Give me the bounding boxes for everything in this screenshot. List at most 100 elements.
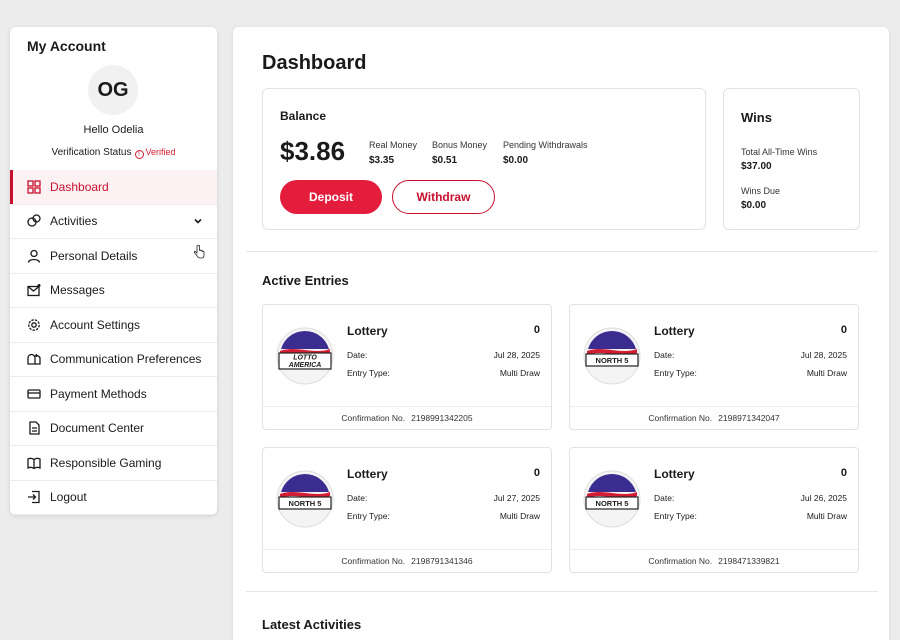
entry-date-row: Date: Jul 27, 2025 — [347, 493, 540, 503]
entry-type-row: Entry Type: Multi Draw — [654, 368, 847, 378]
bonus-money-label: Bonus Money — [432, 140, 488, 150]
mail-icon — [27, 283, 41, 297]
active-entries-title: Active Entries — [262, 273, 349, 288]
entry-date: Jul 26, 2025 — [800, 493, 847, 503]
sidebar-item-document-center[interactable]: Document Center — [10, 412, 217, 446]
pending-withdrawals-label: Pending Withdrawals — [503, 140, 588, 150]
sidebar-item-label: Account Settings — [50, 317, 141, 332]
real-money: Real Money $3.35 — [369, 140, 417, 166]
entry-confirmation: Confirmation No. 2198471339821 — [570, 549, 858, 572]
sidebar-item-payment-methods[interactable]: Payment Methods — [10, 377, 217, 412]
entry-type: Multi Draw — [499, 368, 540, 378]
confirmation-number: 2198791341346 — [411, 556, 473, 566]
balance-card: Balance $3.86 Real Money $3.35 Bonus Mon… — [262, 88, 706, 230]
entry-title: Lottery — [347, 467, 388, 481]
avatar: OG — [88, 65, 138, 115]
confirmation-label: Confirmation No. — [648, 556, 713, 566]
deposit-button[interactable]: Deposit — [280, 180, 382, 214]
balance-label: Balance — [280, 109, 327, 123]
entry-type: Multi Draw — [806, 368, 847, 378]
entry-type-label: Entry Type: — [347, 511, 390, 521]
divider — [246, 591, 878, 592]
north-5-logo: NORTH 5 — [583, 470, 641, 528]
sidebar-item-dashboard[interactable]: Dashboard — [10, 170, 217, 205]
logo-line1: NORTH 5 — [596, 499, 629, 508]
entry-count: 0 — [840, 467, 847, 479]
document-icon — [27, 421, 41, 435]
sidebar-item-logout[interactable]: Logout — [10, 481, 217, 515]
entry-card[interactable]: LOTTO AMERICA Lottery 0 Date: Jul 28, 20… — [262, 304, 552, 430]
confirmation-number: 2198971342047 — [718, 413, 780, 423]
sidebar-item-activities[interactable]: Activities — [10, 205, 217, 239]
balance-amount: $3.86 — [280, 136, 346, 166]
entry-type-label: Entry Type: — [654, 511, 697, 521]
sidebar-item-label: Logout — [50, 490, 87, 505]
sidebar-item-label: Messages — [50, 283, 105, 298]
entry-date-label: Date: — [347, 350, 368, 360]
entry-count: 0 — [533, 467, 540, 479]
hand-cursor-icon — [193, 244, 205, 264]
verification-label: Verification Status — [51, 147, 132, 158]
alert-circle-icon: ! — [134, 150, 144, 159]
entry-type-row: Entry Type: Multi Draw — [347, 511, 540, 521]
sidebar-item-label: Dashboard — [50, 179, 109, 194]
verification-status: Verification Status! Verified — [10, 147, 217, 159]
bonus-money-value: $0.51 — [432, 155, 458, 166]
confirmation-label: Confirmation No. — [341, 413, 406, 423]
entry-date-row: Date: Jul 28, 2025 — [347, 350, 540, 360]
sidebar-item-account-settings[interactable]: Account Settings — [10, 308, 217, 343]
entry-type-row: Entry Type: Multi Draw — [654, 511, 847, 521]
entry-card[interactable]: NORTH 5 Lottery 0 Date: Jul 26, 2025 Ent… — [569, 447, 859, 573]
sidebar-nav: Dashboard Activities Personal Details Me… — [10, 170, 217, 515]
sidebar-item-label: Activities — [50, 214, 98, 229]
account-sidebar: My Account OG Hello Odelia Verification … — [10, 27, 217, 515]
sidebar-item-communication-preferences[interactable]: Communication Preferences — [10, 343, 217, 377]
entry-confirmation: Confirmation No. 2198971342047 — [570, 406, 858, 429]
verification-value: Verified — [145, 147, 176, 157]
entry-confirmation: Confirmation No. 2198991342205 — [263, 406, 551, 429]
entry-date-row: Date: Jul 26, 2025 — [654, 493, 847, 503]
entry-date-label: Date: — [654, 493, 675, 503]
entry-type: Multi Draw — [806, 511, 847, 521]
dashboard-panel: Dashboard Balance $3.86 Real Money $3.35… — [233, 27, 889, 640]
wins-due-value: $0.00 — [741, 200, 767, 211]
entry-date: Jul 27, 2025 — [493, 493, 540, 503]
confirmation-label: Confirmation No. — [341, 556, 406, 566]
activities-icon — [27, 214, 41, 228]
pending-withdrawals-value: $0.00 — [503, 155, 529, 166]
mailbox-icon — [27, 352, 41, 366]
greeting: Hello Odelia — [83, 124, 144, 136]
logo-line2: AMERICA — [288, 362, 322, 369]
entry-type-label: Entry Type: — [654, 368, 697, 378]
sidebar-item-personal-details[interactable]: Personal Details — [10, 239, 217, 274]
north-5-logo: NORTH 5 — [583, 327, 641, 385]
entry-date: Jul 28, 2025 — [493, 350, 540, 360]
wins-card: Wins Total All-Time Wins $37.00 Wins Due… — [723, 88, 860, 230]
entry-date-label: Date: — [654, 350, 675, 360]
total-wins: Total All-Time Wins $37.00 — [741, 147, 817, 172]
chevron-down-icon[interactable] — [193, 215, 203, 229]
total-wins-value: $37.00 — [741, 161, 772, 172]
entry-card[interactable]: NORTH 5 Lottery 0 Date: Jul 27, 2025 Ent… — [262, 447, 552, 573]
sidebar-item-messages[interactable]: Messages — [10, 274, 217, 308]
entry-date-label: Date: — [347, 493, 368, 503]
entry-type-label: Entry Type: — [347, 368, 390, 378]
pending-withdrawals: Pending Withdrawals $0.00 — [503, 140, 588, 166]
wins-due-label: Wins Due — [741, 186, 781, 196]
user-icon — [27, 249, 41, 263]
logo-line1: LOTTO — [293, 355, 317, 362]
withdraw-button[interactable]: Withdraw — [392, 180, 495, 214]
entry-count: 0 — [533, 324, 540, 336]
bonus-money: Bonus Money $0.51 — [432, 140, 487, 166]
logo-line1: NORTH 5 — [289, 499, 322, 508]
entry-type-row: Entry Type: Multi Draw — [347, 368, 540, 378]
gear-icon — [27, 318, 41, 332]
logo-line1: NORTH 5 — [596, 356, 629, 365]
wins-label: Wins — [741, 110, 772, 125]
logout-icon — [27, 490, 41, 504]
entry-confirmation: Confirmation No. 2198791341346 — [263, 549, 551, 572]
sidebar-item-label: Communication Preferences — [50, 352, 202, 367]
entry-card[interactable]: NORTH 5 Lottery 0 Date: Jul 28, 2025 Ent… — [569, 304, 859, 430]
grid-icon — [27, 180, 41, 194]
sidebar-item-responsible-gaming[interactable]: Responsible Gaming — [10, 446, 217, 481]
